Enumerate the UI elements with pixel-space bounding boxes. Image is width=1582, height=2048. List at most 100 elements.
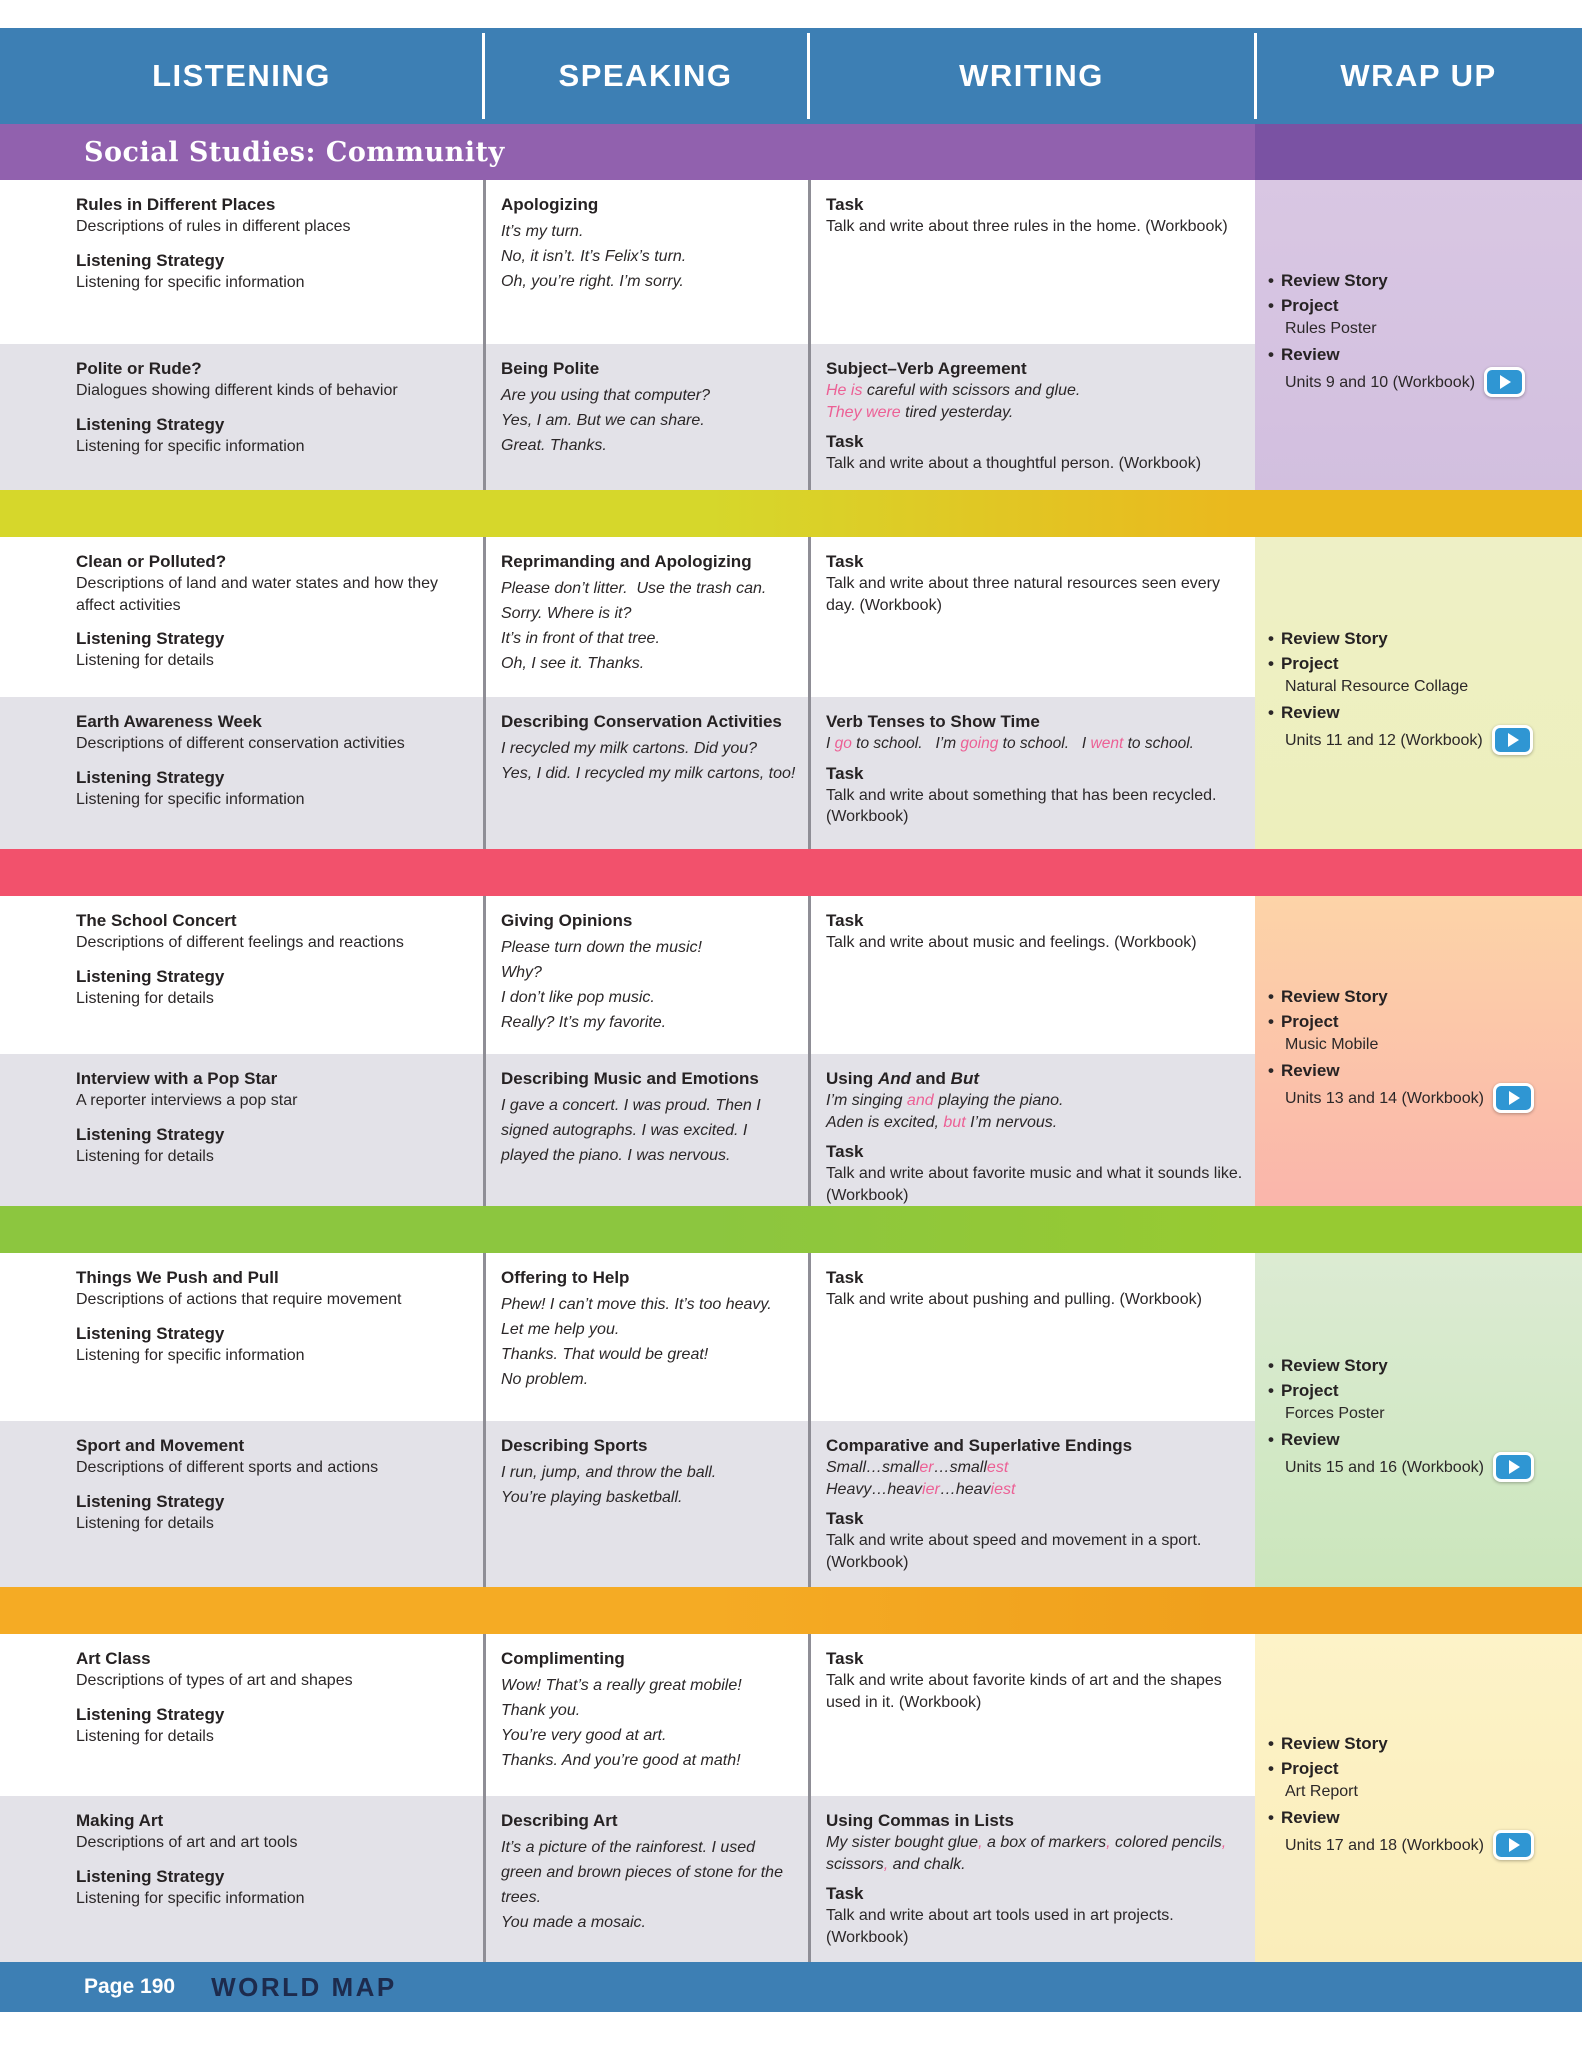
wrapup-item-detail: Art Report	[1268, 1781, 1574, 1802]
task-label: Task	[826, 1649, 864, 1668]
wrapup-item: • Project Music Mobile	[1268, 1010, 1574, 1057]
bullet-icon: •	[1268, 629, 1274, 648]
activity-title: Giving Opinions	[501, 911, 633, 930]
wrapup-item-label-row: • Project	[1268, 1757, 1574, 1780]
text-segment: Thank you.	[501, 1702, 581, 1719]
play-icon	[1507, 733, 1519, 747]
text-segment: I	[826, 735, 835, 752]
highlighted-text: and	[906, 1092, 934, 1109]
wrapup-item-label-row: • Project	[1268, 1379, 1574, 1402]
video-play-button[interactable]	[1484, 367, 1526, 397]
wrapup-item-label: Review	[1280, 703, 1340, 722]
highlighted-text: going	[960, 735, 999, 752]
text-segment: You’re very good at art.	[501, 1727, 667, 1744]
listening-strategy-label: Listening Strategy	[76, 1124, 225, 1144]
wrapup-item-detail: Units 11 and 12 (Workbook)	[1268, 725, 1574, 755]
grammar-title: Comparative and Superlative Endings	[826, 1436, 1133, 1455]
text-segment: …small	[933, 1459, 987, 1476]
activity-title: Describing Music and Emotions	[501, 1069, 759, 1088]
wrapup-item-label: Project	[1280, 1012, 1339, 1031]
text-segment: Talk and write about art tools used in a…	[826, 1907, 1179, 1946]
lesson-description: Dialogues showing different kinds of beh…	[76, 382, 398, 399]
listening-strategy-value: Listening for details	[76, 652, 214, 669]
listening-strategy-value: Listening for specific information	[76, 273, 305, 291]
text-segment: I don’t like pop music.	[501, 989, 655, 1006]
highlighted-text: ,	[978, 1834, 983, 1851]
text-segment: Aden is excited,	[826, 1113, 944, 1131]
activity-title: Describing Sports	[501, 1436, 648, 1455]
text-segment: Really? It’s my favorite.	[501, 1014, 667, 1031]
wrapup-item: • Project Forces Poster	[1268, 1379, 1574, 1426]
curriculum-section: Clean or Polluted? Descriptions of land a…	[0, 537, 1582, 849]
wrapup-item-label-row: • Review Story	[1268, 985, 1574, 1008]
task-label: Task	[826, 432, 864, 451]
video-play-button[interactable]	[1492, 1452, 1534, 1482]
video-play-button[interactable]	[1491, 725, 1533, 755]
wrapup-item-label: Review Story	[1280, 1734, 1388, 1753]
wrapup-item-detail: Units 13 and 14 (Workbook)	[1268, 1083, 1574, 1113]
speaking-cell: Describing Conservation Activities I recy…	[483, 697, 808, 849]
wrapup-item-detail: Music Mobile	[1268, 1034, 1574, 1055]
bullet-icon: •	[1268, 1012, 1274, 1031]
lesson-description: Descriptions of land and water states an…	[76, 575, 443, 614]
dialogue-line: Thank you.	[501, 1698, 798, 1723]
wrapup-cell: • Review Story • Project Art Report • Review Un…	[1255, 1634, 1582, 1962]
unit-banner-wrapup-segment	[1255, 124, 1582, 180]
bullet-icon: •	[1268, 1759, 1274, 1778]
bullet-icon: •	[1268, 654, 1274, 673]
section-divider-band	[0, 490, 1582, 537]
text-segment: to school.	[1123, 735, 1194, 752]
dialogue-line: Please don’t litter. Use the trash can.	[501, 576, 798, 601]
dialogue-line: I recycled my milk cartons. Did you?	[501, 736, 798, 761]
listening-cell: Art Class Descriptions of types of art an…	[0, 1634, 483, 1796]
example-line: My sister bought glue, a box of markers,…	[826, 1832, 1245, 1875]
dialogue-line: Oh, you’re right. I’m sorry.	[501, 269, 798, 294]
listening-cell: Earth Awareness Week Descriptions of diff…	[0, 697, 483, 849]
wrapup-item-detail-text: Music Mobile	[1285, 1036, 1379, 1053]
video-play-button[interactable]	[1492, 1083, 1534, 1113]
dialogue-line: You’re very good at art.	[501, 1723, 798, 1748]
wrapup-item-detail-text: Units 13 and 14 (Workbook)	[1285, 1089, 1484, 1107]
wrapup-item-label: Review Story	[1280, 629, 1388, 648]
listening-strategy-label: Listening Strategy	[76, 767, 225, 787]
task-line: Talk and write about something that has …	[826, 785, 1245, 828]
wrapup-item-detail-text: Units 11 and 12 (Workbook)	[1285, 731, 1483, 749]
wrapup-item-label: Review	[1280, 1430, 1340, 1449]
task-label: Task	[826, 1509, 864, 1528]
listening-strategy-label: Listening Strategy	[76, 629, 225, 648]
dialogue-line: Oh, I see it. Thanks.	[501, 651, 798, 676]
text-segment: Wow! That’s a really great mobile!	[501, 1677, 742, 1694]
dialogue-line: Yes, I am. But we can share.	[501, 408, 798, 433]
wrapup-cell: • Review Story • Project Natural Resource Co…	[1255, 537, 1582, 849]
bullet-icon: •	[1268, 296, 1274, 315]
text-segment: I recycled my milk cartons. Did you?	[501, 740, 758, 757]
text-segment: colored pencils	[1110, 1834, 1222, 1851]
text-segment: to school. I’m	[851, 735, 961, 752]
lesson-description: A reporter interviews a pop star	[76, 1092, 298, 1109]
text-segment: Phew! I can’t move this. It’s too heavy.	[501, 1296, 772, 1313]
grammar-block: Using And and But I’m singing and playing…	[826, 1067, 1245, 1133]
task-block: Task Talk and write about pushing and pul…	[826, 1266, 1245, 1311]
speaking-cell: Describing Art It’s a picture of the rain…	[483, 1796, 808, 1962]
lesson-title: Interview with a Pop Star	[76, 1069, 278, 1088]
text-segment: Thanks. That would be great!	[501, 1346, 709, 1363]
writing-cell: Task Talk and write about music and feeli…	[808, 896, 1255, 1054]
video-play-button[interactable]	[1492, 1830, 1534, 1860]
listening-strategy-label: Listening Strategy	[76, 1704, 225, 1724]
dialogue-line: Wow! That’s a really great mobile!	[501, 1673, 798, 1698]
grammar-block: Comparative and Superlative Endings Small…	[826, 1434, 1245, 1500]
curriculum-section: Things We Push and Pull Descriptions of a…	[0, 1253, 1582, 1587]
wrapup-item-label-row: • Project	[1268, 652, 1574, 675]
text-segment: Heavy…heav	[826, 1480, 923, 1498]
wrapup-item-label: Review Story	[1280, 1356, 1388, 1375]
text-segment: tired yesterday.	[900, 403, 1014, 421]
speaking-cell: Describing Sports I run, jump, and throw …	[483, 1421, 808, 1587]
listening-cell: Making Art Descriptions of art and art to…	[0, 1796, 483, 1962]
play-icon	[1508, 1838, 1520, 1852]
writing-cell: Comparative and Superlative Endings Small…	[808, 1421, 1255, 1587]
example-line: Small…smaller…smallest	[826, 1457, 1245, 1479]
text-segment: and chalk.	[888, 1855, 966, 1873]
lesson-title: Making Art	[76, 1811, 164, 1830]
listening-strategy-label: Listening Strategy	[76, 414, 225, 434]
wrapup-item: • Project Natural Resource Collage	[1268, 652, 1574, 699]
